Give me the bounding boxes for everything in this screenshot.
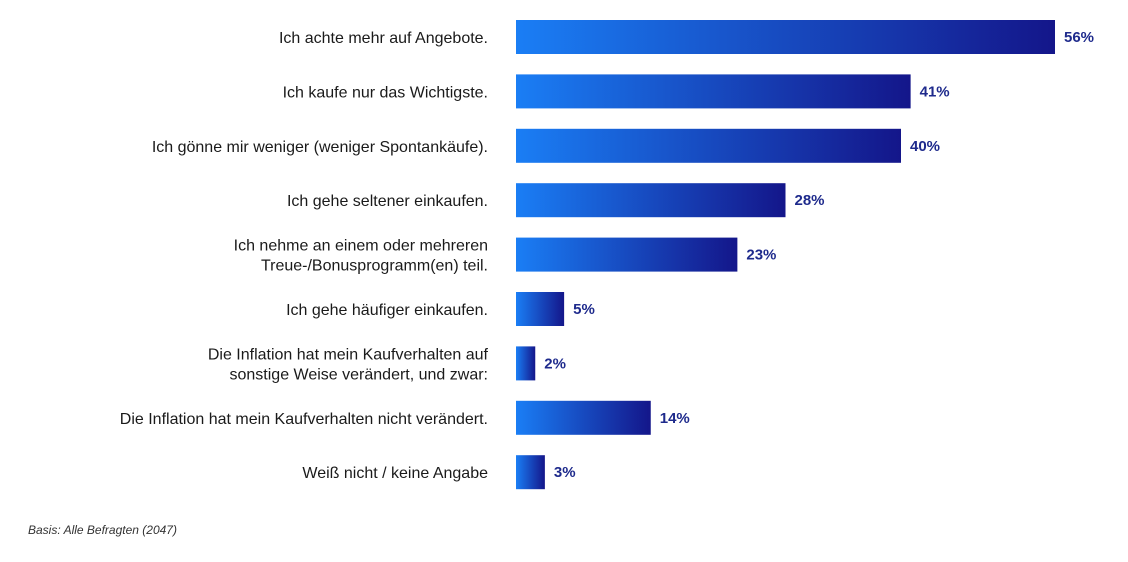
category-label-0: Ich achte mehr auf Angebote. <box>279 30 488 47</box>
bar-0 <box>516 20 1055 54</box>
category-label-6: Die Inflation hat mein Kaufverhalten auf… <box>208 346 489 383</box>
category-label-8: Weiß nicht / keine Angabe <box>302 465 488 482</box>
bar-5 <box>516 292 565 326</box>
bar-4 <box>516 237 738 272</box>
bar-3 <box>516 183 786 218</box>
value-label-8: 3% <box>554 464 576 481</box>
bar-chart: 56% Ich achte mehr auf Angebote. 41% Ich ka… <box>120 20 1094 490</box>
value-label-4: 23% <box>746 247 776 264</box>
bars-layer: 56% Ich achte mehr auf Angebote. 41% Ich ka… <box>120 20 1094 490</box>
bar-1 <box>516 74 911 109</box>
bar-6 <box>516 346 536 381</box>
bar-2 <box>516 128 901 163</box>
value-label-3: 28% <box>795 192 825 209</box>
value-label-5: 5% <box>573 301 595 318</box>
bar-7 <box>516 400 651 435</box>
value-label-7: 14% <box>660 410 690 427</box>
category-label-3: Ich gehe seltener einkaufen. <box>287 193 488 210</box>
category-label-2: Ich gönne mir weniger (weniger Spontankä… <box>152 139 488 156</box>
category-label-5: Ich gehe häufiger einkaufen. <box>286 302 488 319</box>
category-label-4: Ich nehme an einem oder mehreren Treue-/B… <box>234 238 488 275</box>
value-label-1: 41% <box>920 83 950 100</box>
value-label-2: 40% <box>910 138 940 155</box>
value-label-6: 2% <box>544 355 566 372</box>
category-label-1: Ich kaufe nur das Wichtigste. <box>283 84 488 101</box>
footnote: Basis: Alle Befragten (2047) <box>28 523 177 537</box>
value-label-0: 56% <box>1064 29 1094 46</box>
category-label-7: Die Inflation hat mein Kaufverhalten nic… <box>120 411 488 428</box>
bar-8 <box>516 455 545 490</box>
